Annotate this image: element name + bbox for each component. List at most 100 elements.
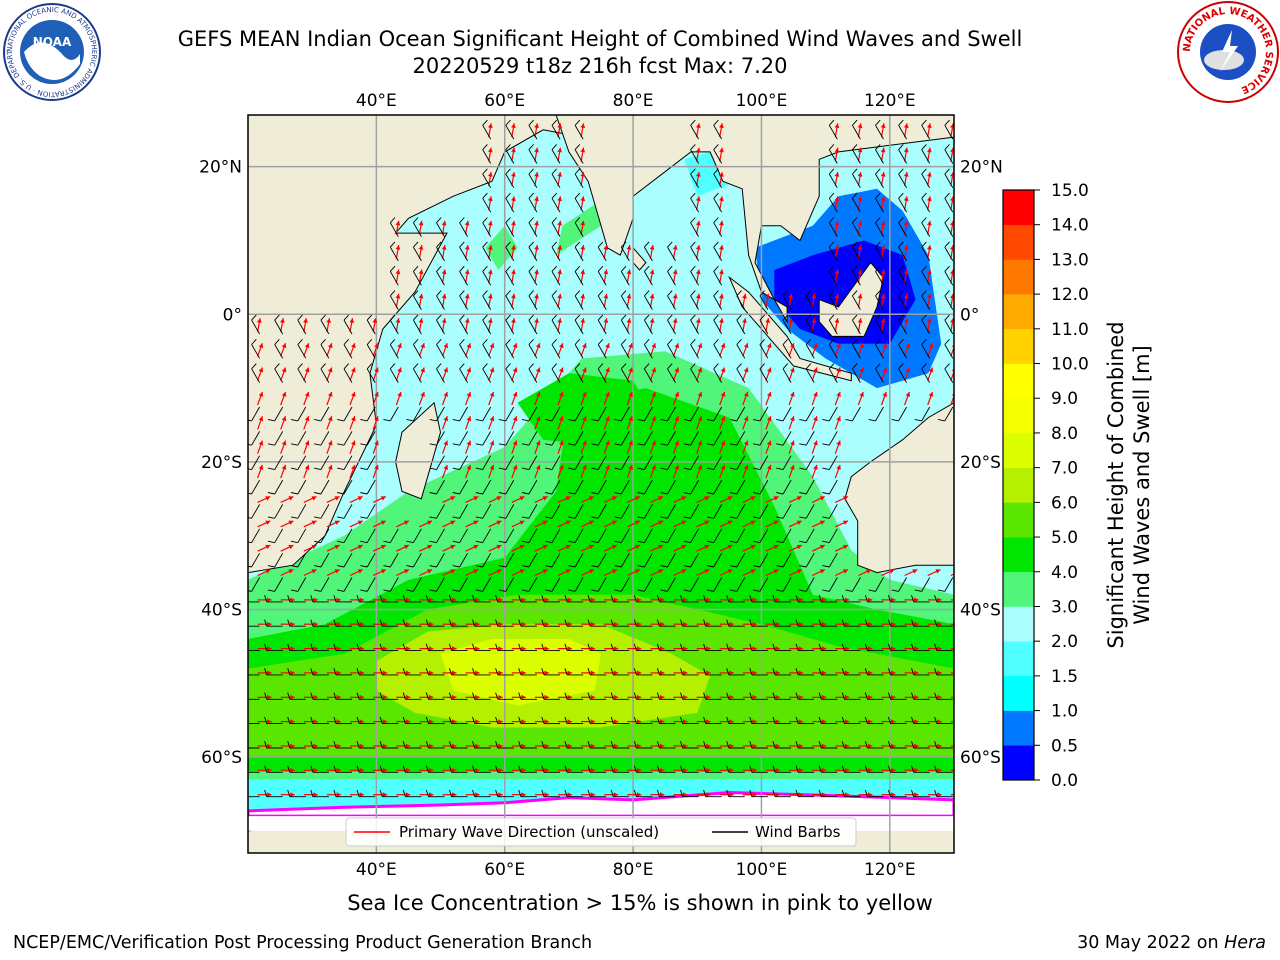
wind-barb	[726, 765, 745, 773]
wind-barb	[660, 479, 676, 495]
wave-direction-arrow	[442, 621, 457, 627]
wave-direction-arrow	[557, 318, 562, 333]
wind-barb	[287, 716, 306, 725]
wave-direction-arrow	[511, 196, 516, 211]
wave-direction-arrow	[303, 318, 308, 333]
wind-barb	[753, 479, 769, 495]
wave-direction-arrow	[396, 621, 411, 627]
wave-direction-arrow	[742, 520, 756, 528]
wave-direction-arrow	[904, 367, 911, 381]
lat-tick-label-left: 40°S	[201, 600, 242, 620]
wind-barb	[644, 314, 653, 335]
wind-barb	[597, 265, 607, 286]
colorbar-swatch	[1003, 641, 1034, 677]
wind-barb	[379, 789, 399, 798]
lon-tick-label-top: 120°E	[864, 91, 916, 111]
wave-direction-arrow	[857, 220, 863, 235]
wind-barb	[782, 339, 792, 359]
wind-barb	[799, 504, 815, 519]
wind-barb	[389, 265, 399, 286]
wind-barb	[436, 290, 445, 310]
wind-barb	[551, 217, 561, 237]
wave-direction-arrow	[880, 171, 886, 186]
chart-title: GEFS MEAN Indian Ocean Significant Heigh…	[177, 27, 1023, 51]
wind-barb	[425, 765, 445, 773]
sea-ice-note: Sea Ice Concentration > 15% is shown in …	[347, 891, 933, 915]
wave-direction-arrow	[465, 367, 472, 381]
wind-barb	[337, 528, 353, 544]
wind-barb	[822, 431, 838, 446]
wind-barb	[568, 455, 584, 471]
wave-direction-arrow	[350, 792, 364, 798]
wave-direction-arrow	[672, 440, 680, 454]
wind-barb	[795, 692, 815, 700]
wave-direction-arrow	[303, 694, 318, 700]
land-australia	[844, 402, 954, 574]
wave-direction-arrow	[441, 367, 448, 381]
wind-barb	[703, 741, 722, 749]
wave-direction-arrow	[765, 367, 772, 381]
wind-barb	[528, 119, 538, 140]
wave-direction-arrow	[326, 569, 340, 577]
wave-direction-arrow	[950, 696, 954, 698]
wave-direction-arrow	[695, 171, 701, 186]
wave-direction-arrow	[950, 599, 954, 601]
wind-barb	[379, 668, 399, 676]
wave-direction-arrow	[303, 569, 317, 577]
wind-barb	[614, 504, 630, 519]
wave-direction-arrow	[604, 719, 619, 724]
wave-direction-arrow	[927, 367, 934, 381]
wind-barb	[597, 338, 607, 359]
wind-barb	[314, 479, 330, 495]
wave-direction-arrow	[765, 415, 772, 430]
wave-direction-arrow	[396, 792, 411, 798]
wind-barb	[472, 619, 491, 627]
wind-barb	[729, 504, 746, 519]
wind-barb	[333, 643, 352, 652]
wind-barb	[290, 504, 307, 519]
wind-barb	[251, 338, 260, 359]
wind-barb	[541, 789, 560, 798]
wind-barb	[683, 406, 699, 422]
wind-barb	[795, 741, 815, 749]
wave-direction-arrow	[303, 670, 318, 676]
wind-barb	[864, 643, 884, 652]
wave-direction-arrow	[349, 440, 356, 454]
wind-barb	[429, 479, 445, 495]
wind-barb	[898, 338, 907, 359]
wave-direction-arrow	[695, 147, 701, 162]
wind-barb	[875, 144, 884, 164]
wave-direction-arrow	[465, 342, 472, 357]
wind-barb	[749, 668, 768, 676]
wave-direction-arrow	[280, 318, 285, 333]
wind-barb	[875, 192, 884, 213]
wind-barb	[614, 528, 630, 544]
wind-barb	[287, 789, 306, 798]
wave-direction-arrow	[280, 367, 287, 381]
wind-barb	[425, 741, 445, 749]
wind-barb	[637, 577, 653, 592]
wave-direction-arrow	[441, 342, 448, 357]
wave-direction-arrow	[580, 544, 595, 552]
wave-direction-arrow	[927, 670, 942, 676]
wind-barb	[852, 338, 861, 359]
wind-barb	[574, 338, 584, 359]
wave-direction-arrow	[696, 544, 710, 552]
wave-direction-arrow	[626, 464, 633, 479]
wave-direction-arrow	[373, 597, 388, 603]
wave-direction-arrow	[626, 293, 632, 308]
wave-direction-arrow	[649, 269, 655, 284]
wave-direction-arrow	[788, 464, 795, 479]
wind-barb	[852, 119, 861, 140]
wind-barb	[736, 290, 746, 310]
wave-direction-arrow	[788, 342, 795, 357]
wind-barb	[495, 595, 514, 603]
wave-direction-arrow	[488, 569, 502, 577]
wave-direction-arrow	[603, 495, 618, 503]
wave-direction-arrow	[950, 672, 954, 674]
wave-direction-arrow	[835, 719, 850, 724]
wind-barb	[898, 192, 907, 213]
wind-barb	[776, 479, 792, 495]
wave-direction-arrow	[765, 646, 780, 651]
wind-barb	[541, 643, 560, 652]
